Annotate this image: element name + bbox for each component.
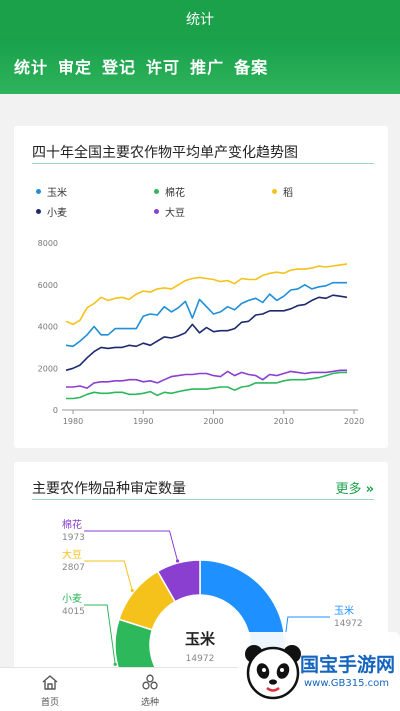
y-tick-label: 8000 [38, 239, 58, 248]
title-divider [32, 499, 374, 500]
y-tick-label: 2000 [38, 364, 58, 373]
series-line-soybean [66, 369, 347, 389]
callout-value-corn: 14972 [334, 619, 363, 629]
trend-line-chart: 0 2000 4000 6000 8000 1980 1990 2000 2010 2020 [38, 239, 365, 426]
donut-center-label: 玉米 [185, 630, 216, 648]
callout-name-soybean: 大豆 [62, 548, 82, 561]
legend-dot [36, 209, 41, 214]
tab-seed-label: 选种 [140, 698, 159, 708]
legend-dot [36, 189, 41, 194]
callout-value-wheat: 4015 [62, 607, 85, 617]
nav-item-stats[interactable]: 统计 [14, 58, 49, 77]
nav-item-filing[interactable]: 备案 [234, 58, 269, 77]
series-line-wheat [65, 294, 348, 372]
legend-label: 玉米 [47, 188, 67, 199]
callout-line-soybean [84, 560, 133, 591]
legend-dot [154, 209, 159, 214]
more-link[interactable]: 更多 » [335, 478, 374, 497]
nav-item-promotion[interactable]: 推广 [190, 58, 225, 77]
x-tick-label: 2010 [274, 417, 294, 426]
legend-item-cotton[interactable]: 棉花 [154, 184, 185, 199]
legend-item-corn[interactable]: 玉米 [36, 184, 67, 199]
trend-chart-card: 四十年全国主要农作物平均单产变化趋势图 玉米 棉花 稻 小麦 大豆 0 2000 4… [14, 126, 388, 448]
page-title: 统计 [186, 12, 214, 28]
tab-home-label: 首页 [40, 698, 59, 708]
donut-slice-cotton[interactable] [156, 559, 201, 603]
donut-hole [152, 597, 248, 682]
series-line-rice [65, 263, 348, 326]
more-label: 更多 [335, 482, 362, 497]
double-chevron-right-icon: » [365, 482, 374, 497]
x-tick-label: 2020 [344, 417, 364, 426]
legend-dot [154, 189, 159, 194]
callout-value-soybean: 2807 [62, 563, 85, 573]
trend-card-title: 四十年全国主要农作物平均单产变化趋势图 [32, 145, 298, 161]
site-watermark: 国宝手游网 www.GB315.com [238, 632, 400, 711]
watermark-url: www.GB315.com [304, 678, 390, 689]
callout-dot [130, 588, 134, 593]
panda-logo-icon [245, 645, 301, 700]
tab-seed-selection[interactable]: 选种 [120, 674, 180, 708]
x-tick-label: 1990 [133, 417, 153, 426]
callout-line-cotton [84, 530, 179, 562]
seed-icon [142, 674, 158, 690]
legend-label: 棉花 [165, 188, 185, 199]
callout-name-wheat: 小麦 [62, 593, 82, 605]
callout-value-cotton: 1973 [62, 533, 85, 543]
callout-name-cotton: 棉花 [62, 518, 82, 531]
legend-dot [272, 189, 277, 194]
callout-dot [113, 662, 117, 666]
legend-item-rice[interactable]: 稻 [272, 184, 293, 199]
title-divider [32, 163, 374, 164]
tab-home[interactable]: 首页 [20, 674, 80, 708]
nav-item-license[interactable]: 许可 [146, 58, 181, 77]
series-line-corn [65, 281, 347, 348]
home-icon [42, 675, 58, 690]
legend-label: 稻 [283, 188, 293, 199]
callout-name-corn: 玉米 [334, 604, 354, 617]
approval-card-title: 主要农作物品种审定数量 [32, 481, 186, 497]
app-title-bar: 统计 [0, 0, 400, 38]
x-tick-label: 2000 [203, 417, 223, 426]
legend-item-soybean[interactable]: 大豆 [154, 204, 185, 219]
y-tick-label: 6000 [38, 281, 58, 290]
series-line-cotton [66, 371, 347, 400]
watermark-brand: 国宝手游网 [300, 654, 396, 676]
approval-donut-chart: 玉米 14972 棉花 1973 大豆 2807 小麦 4015 玉米 14972 [62, 518, 363, 682]
callout-dot [175, 559, 180, 563]
legend-item-wheat[interactable]: 小麦 [36, 204, 67, 219]
y-tick-label: 4000 [38, 323, 58, 332]
x-tick-label: 1980 [63, 417, 83, 426]
top-nav: 统计 审定 登记 许可 推广 备案 [0, 38, 400, 94]
legend-label: 大豆 [165, 208, 185, 219]
legend-label: 小麦 [47, 208, 67, 219]
nav-item-registration[interactable]: 登记 [102, 58, 137, 77]
nav-item-approval[interactable]: 审定 [58, 58, 93, 77]
donut-center-value: 14972 [186, 654, 215, 664]
y-tick-label: 0 [53, 406, 58, 415]
callout-line-wheat [84, 604, 116, 665]
